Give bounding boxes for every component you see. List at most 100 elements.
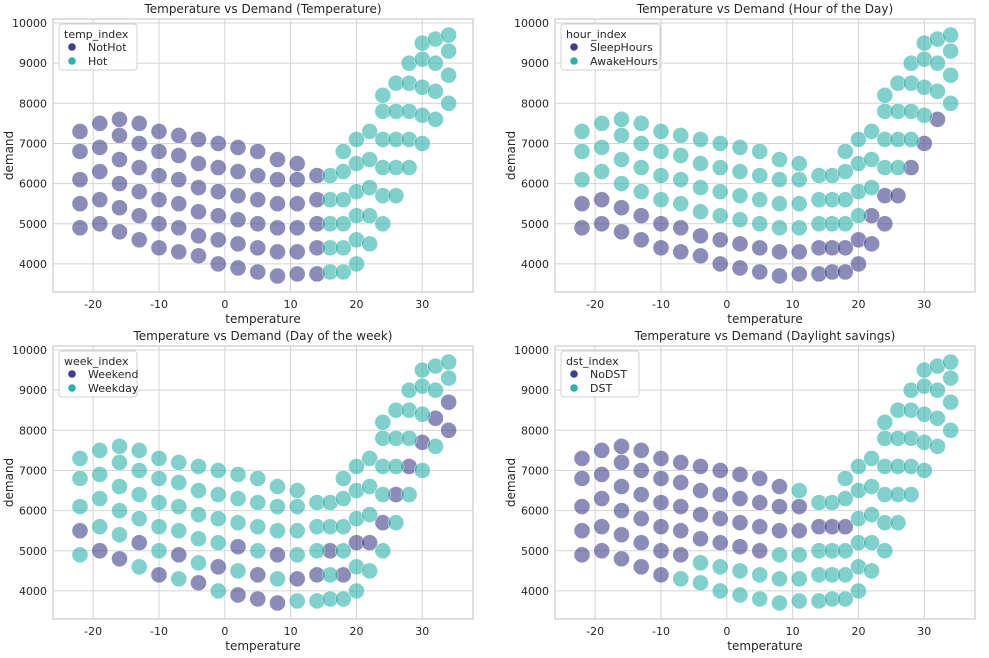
- data-point: [348, 582, 365, 600]
- data-point: [130, 183, 148, 200]
- data-point: [711, 135, 729, 152]
- legend-marker-icon: [570, 43, 578, 51]
- legend-marker-icon: [570, 370, 578, 378]
- data-point: [672, 195, 690, 212]
- data-point: [229, 538, 247, 556]
- data-point: [170, 474, 188, 491]
- legend-entry: SleepHours: [590, 41, 653, 54]
- data-point: [209, 159, 227, 176]
- data-point: [652, 450, 670, 467]
- axes-frame: [554, 345, 976, 620]
- legend-marker-icon: [570, 57, 578, 65]
- data-point: [613, 127, 630, 144]
- data-point: [111, 502, 128, 519]
- x-tick-label: -10: [652, 298, 670, 311]
- data-point: [111, 151, 128, 168]
- data-point: [863, 534, 880, 552]
- data-point: [652, 191, 670, 208]
- data-point: [672, 171, 690, 188]
- data-point: [711, 183, 729, 200]
- y-tick-label: 8000: [521, 424, 549, 437]
- y-tick-label: 4000: [521, 258, 549, 271]
- data-point: [863, 235, 880, 253]
- data-point: [711, 207, 729, 225]
- data-point: [771, 594, 788, 612]
- data-point: [91, 163, 109, 180]
- points-layer: [71, 26, 457, 285]
- data-point: [269, 243, 286, 261]
- data-point: [711, 255, 729, 273]
- data-point: [249, 215, 267, 233]
- chart-title: Temperature vs Demand (Temperature): [143, 2, 381, 16]
- data-point: [111, 454, 128, 471]
- data-point: [91, 466, 109, 483]
- data-point: [440, 369, 457, 387]
- data-point: [593, 139, 611, 156]
- x-tick-label: 20: [851, 298, 865, 311]
- data-point: [751, 215, 769, 233]
- data-point: [150, 191, 168, 208]
- data-point: [652, 239, 670, 257]
- data-point: [440, 42, 457, 60]
- series-DST: [672, 353, 959, 612]
- data-point: [170, 243, 188, 261]
- series-SleepHours: [573, 111, 946, 285]
- data-point: [288, 195, 306, 212]
- x-tick-label: 10: [786, 625, 800, 638]
- data-point: [652, 494, 670, 511]
- data-point: [269, 478, 286, 495]
- data-point: [130, 510, 148, 527]
- data-point: [335, 163, 352, 180]
- data-point: [916, 107, 933, 124]
- data-point: [91, 542, 109, 560]
- data-point: [209, 582, 227, 600]
- data-point: [652, 470, 670, 487]
- y-tick-label: 8000: [521, 97, 549, 110]
- data-point: [711, 486, 729, 503]
- data-point: [249, 263, 267, 281]
- data-point: [374, 542, 392, 560]
- data-point: [771, 267, 788, 285]
- x-tick-label: 10: [284, 625, 298, 638]
- x-tick-label: -10: [150, 298, 168, 311]
- data-point: [672, 474, 690, 491]
- data-point: [229, 259, 247, 277]
- data-point: [876, 542, 894, 560]
- data-point: [790, 155, 808, 172]
- data-point: [942, 66, 959, 84]
- data-point: [731, 538, 749, 556]
- data-point: [170, 522, 188, 539]
- data-point: [111, 550, 128, 568]
- data-point: [771, 478, 788, 495]
- data-point: [71, 470, 89, 487]
- axes-frame: [554, 18, 976, 293]
- data-point: [632, 231, 650, 249]
- data-point: [374, 215, 392, 233]
- data-point: [414, 462, 431, 479]
- data-point: [929, 54, 946, 72]
- data-point: [130, 534, 148, 552]
- data-point: [889, 187, 907, 204]
- data-point: [249, 542, 267, 560]
- data-point: [440, 95, 457, 112]
- data-point: [209, 231, 227, 249]
- data-point: [613, 111, 630, 128]
- legend-entry: AwakeHours: [590, 55, 658, 68]
- data-point: [850, 458, 867, 475]
- data-point: [929, 381, 946, 399]
- series-NoDST: [573, 438, 854, 584]
- y-tick-label: 4000: [19, 258, 47, 271]
- data-point: [170, 219, 188, 237]
- data-point: [790, 482, 808, 499]
- data-point: [335, 191, 352, 208]
- data-point: [837, 191, 854, 208]
- data-point: [229, 235, 247, 253]
- data-point: [335, 542, 352, 560]
- data-point: [209, 207, 227, 225]
- data-point: [613, 502, 630, 519]
- data-point: [837, 470, 854, 487]
- data-point: [652, 123, 670, 140]
- points-layer: [573, 353, 959, 612]
- data-point: [632, 207, 650, 225]
